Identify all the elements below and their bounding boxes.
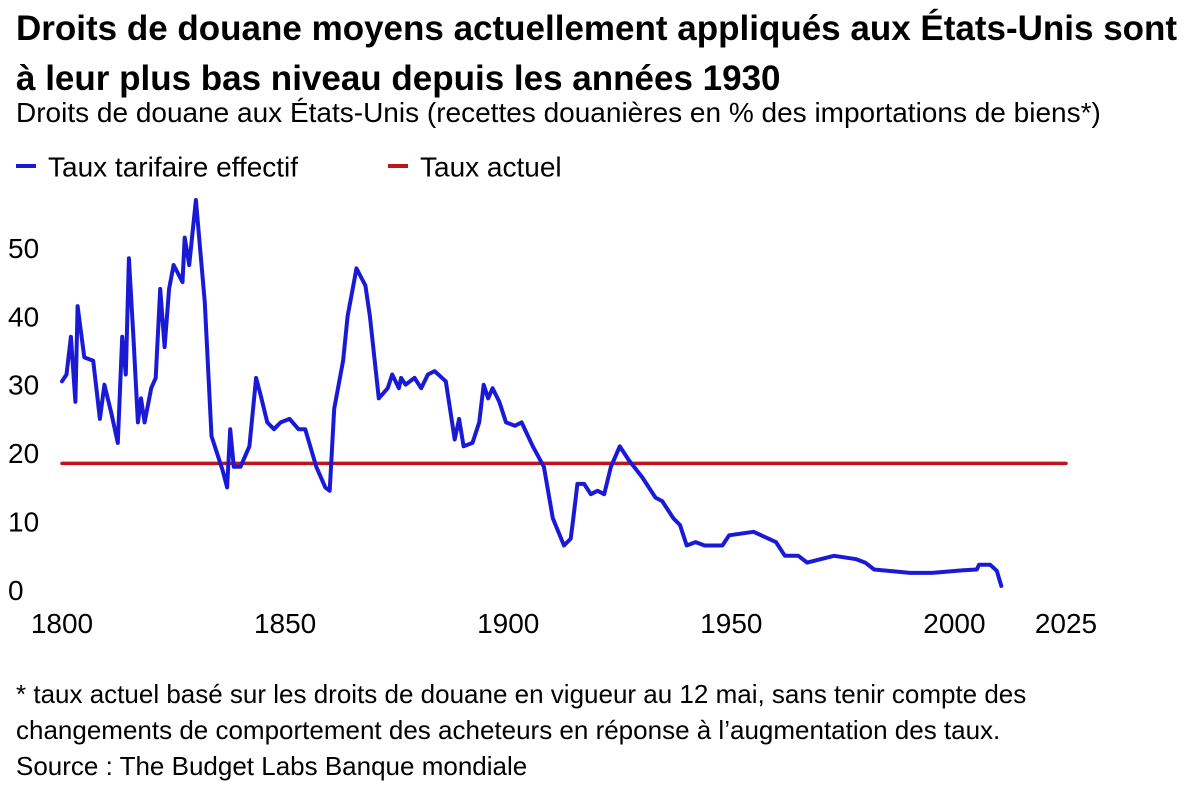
y-tick-label: 50	[8, 233, 39, 264]
y-tick-label: 10	[8, 507, 39, 538]
legend-item-current: Taux actuel	[388, 148, 562, 186]
series-line-effective-rate	[60, 198, 1004, 588]
y-tick-label: 20	[8, 438, 39, 469]
legend-label-current: Taux actuel	[420, 151, 562, 183]
y-tick-label: 30	[8, 370, 39, 401]
chart-subtitle: Droits de douane aux États-Unis (recette…	[16, 97, 1101, 128]
y-tick-label: 40	[8, 301, 39, 332]
line-chart: 0 10 20 30 40 50 1800 1850 1900 1950 2000 2025	[8, 198, 1097, 639]
x-tick-label: 1850	[254, 608, 316, 639]
x-tick-label: 2025	[1035, 608, 1097, 639]
source-text: Source : The Budget Labs Banque mondiale	[16, 751, 528, 781]
x-tick-label: 2000	[923, 608, 985, 639]
legend-label-effective: Taux tarifaire effectif	[48, 151, 299, 183]
x-tick-label: 1800	[31, 608, 93, 639]
legend-item-effective: Taux tarifaire effectif	[16, 148, 298, 186]
footnote-text: * taux actuel basé sur les droits de dou…	[16, 679, 1027, 745]
legend-swatch-current	[388, 163, 408, 168]
legend-swatch-effective	[16, 163, 36, 168]
x-tick-label: 1950	[700, 608, 762, 639]
footnote-block: * taux actuel basé sur les droits de dou…	[16, 676, 1186, 784]
x-tick-label: 1900	[477, 608, 539, 639]
y-tick-label: 0	[8, 575, 24, 606]
chart-title: Droits de douane moyens actuellement app…	[16, 9, 1178, 98]
